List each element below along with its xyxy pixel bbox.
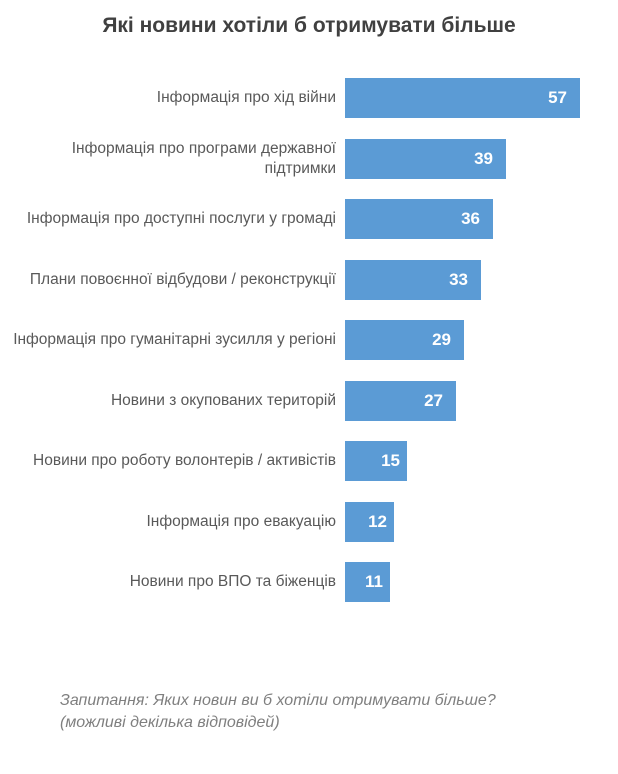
bar-row: Новини про ВПО та біженців 11 xyxy=(0,562,618,602)
bar: 39 xyxy=(345,138,506,179)
bar: 12 xyxy=(345,501,394,542)
category-label: Плани повоєнної відбудови / реконструкці… xyxy=(29,270,336,288)
bar-row: Плани повоєнної відбудови / реконструкці… xyxy=(0,259,618,300)
value-label: 29 xyxy=(432,330,451,349)
bar-row: Інформація про евакуацію 12 xyxy=(0,501,618,542)
bar: 11 xyxy=(345,562,390,602)
chart-title: Які новини хотіли б отримувати більше xyxy=(102,14,516,37)
bar: 27 xyxy=(345,380,456,421)
value-label: 33 xyxy=(449,269,468,289)
value-label: 39 xyxy=(474,148,493,168)
bar-track: 27 xyxy=(345,380,618,421)
category-label: Інформація про хід війни xyxy=(156,89,336,106)
bar-row: Інформація про програми державної підтри… xyxy=(0,138,618,179)
category-label: Новини з окупованих територій xyxy=(110,391,336,409)
question-footnote: Запитання: Яких новин ви б хотіли отриму… xyxy=(60,692,496,731)
bar-track: 15 xyxy=(345,441,618,481)
value-label: 15 xyxy=(381,451,400,470)
category-label: Новини про ВПО та біженців xyxy=(129,573,336,590)
value-label: 36 xyxy=(461,209,480,228)
bar-track: 39 xyxy=(345,138,618,179)
category-label: Інформація про програми державної підтри… xyxy=(71,139,336,177)
bar-row: Інформація про хід війни 57 xyxy=(0,78,618,118)
value-label: 11 xyxy=(365,572,383,591)
bar-track: 57 xyxy=(345,78,618,118)
bar: 36 xyxy=(345,199,493,239)
bar: 33 xyxy=(345,259,481,300)
bar-row: Інформація про доступні послуги у громад… xyxy=(0,199,618,239)
bar-row: Новини про роботу волонтерів / активісті… xyxy=(0,441,618,481)
bar: 57 xyxy=(345,78,580,118)
bar-row: Інформація про гуманітарні зусилля у рег… xyxy=(0,320,618,360)
category-label: Новини про роботу волонтерів / активісті… xyxy=(33,452,336,469)
category-label: Інформація про евакуацію xyxy=(146,512,337,530)
bar-track: 11 xyxy=(345,562,618,602)
bar-row: Новини з окупованих територій 27 xyxy=(0,380,618,421)
bar-track: 36 xyxy=(345,199,618,239)
bar-track: 33 xyxy=(345,259,618,300)
bar-track: 12 xyxy=(345,501,618,542)
value-label: 57 xyxy=(548,88,567,107)
value-label: 12 xyxy=(368,511,387,531)
value-label: 27 xyxy=(424,390,443,410)
bar: 29 xyxy=(345,320,464,360)
category-label: Інформація про гуманітарні зусилля у рег… xyxy=(13,331,336,348)
bar: 15 xyxy=(345,441,407,481)
bar-chart-plot-area: Інформація про хід війни 57 Інформація про… xyxy=(0,78,618,623)
category-label: Інформація про доступні послуги у громад… xyxy=(26,210,336,227)
bar-track: 29 xyxy=(345,320,618,360)
